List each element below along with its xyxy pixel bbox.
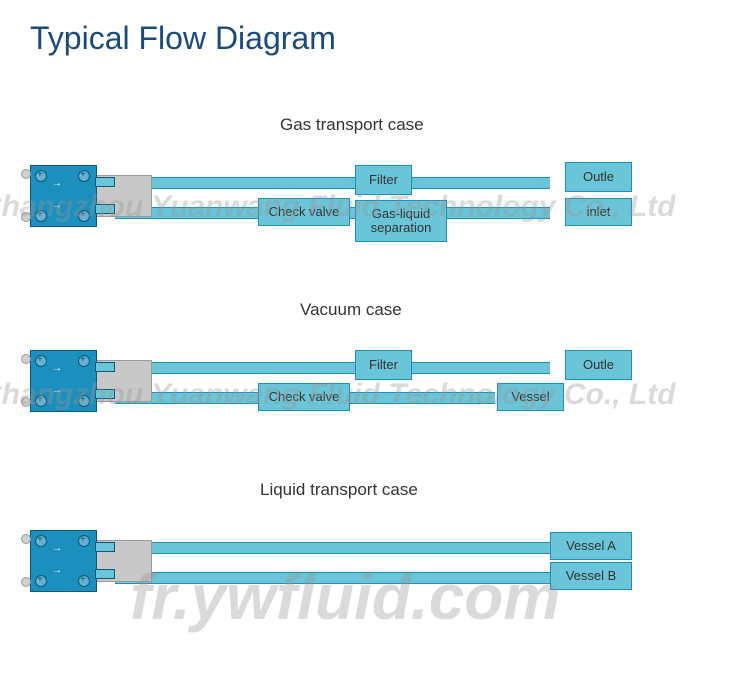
pump-unit: →→ — [30, 345, 150, 415]
nozzle-top — [95, 542, 115, 552]
case-subtitle: Vacuum case — [300, 300, 402, 320]
flow-box: Outle — [565, 350, 632, 380]
flow-box: inlet — [565, 198, 632, 226]
flow-box: Filter — [355, 350, 412, 380]
mount-icon — [21, 534, 31, 544]
mount-icon — [21, 577, 31, 587]
case-subtitle: Liquid transport case — [260, 480, 418, 500]
nozzle-top — [95, 362, 115, 372]
flow-box: Vessel — [497, 383, 564, 411]
page-title: Typical Flow Diagram — [30, 20, 336, 57]
arrow-out-icon: → — [52, 363, 62, 374]
flow-box: Check valve — [258, 198, 350, 226]
flow-box: Vessel A — [550, 532, 632, 560]
pump-unit: →→ — [30, 525, 150, 595]
nozzle-bottom — [95, 389, 115, 399]
flow-box: Check valve — [258, 383, 350, 411]
screw-icon — [35, 395, 47, 407]
screw-icon — [78, 355, 90, 367]
flow-box: Gas-liquidseparation — [355, 200, 447, 242]
screw-icon — [35, 535, 47, 547]
arrow-in-icon: → — [52, 385, 62, 396]
flow-box: Filter — [355, 165, 412, 195]
mount-icon — [21, 397, 31, 407]
screw-icon — [35, 355, 47, 367]
arrow-out-icon: → — [52, 543, 62, 554]
nozzle-top — [95, 177, 115, 187]
nozzle-bottom — [95, 569, 115, 579]
pipe — [115, 362, 550, 374]
arrow-in-icon: → — [52, 565, 62, 576]
pump-unit: →→ — [30, 160, 150, 230]
nozzle-bottom — [95, 204, 115, 214]
screw-icon — [78, 575, 90, 587]
mount-icon — [21, 212, 31, 222]
arrow-out-icon: → — [52, 178, 62, 189]
pipe — [115, 572, 550, 584]
case-subtitle: Gas transport case — [280, 115, 424, 135]
flow-box: Vessel B — [550, 562, 632, 590]
screw-icon — [35, 170, 47, 182]
mount-icon — [21, 354, 31, 364]
flow-box: Outle — [565, 162, 632, 192]
arrow-in-icon: → — [52, 200, 62, 211]
pipe — [115, 542, 550, 554]
screw-icon — [78, 170, 90, 182]
screw-icon — [35, 575, 47, 587]
screw-icon — [78, 395, 90, 407]
screw-icon — [35, 210, 47, 222]
screw-icon — [78, 210, 90, 222]
screw-icon — [78, 535, 90, 547]
mount-icon — [21, 169, 31, 179]
